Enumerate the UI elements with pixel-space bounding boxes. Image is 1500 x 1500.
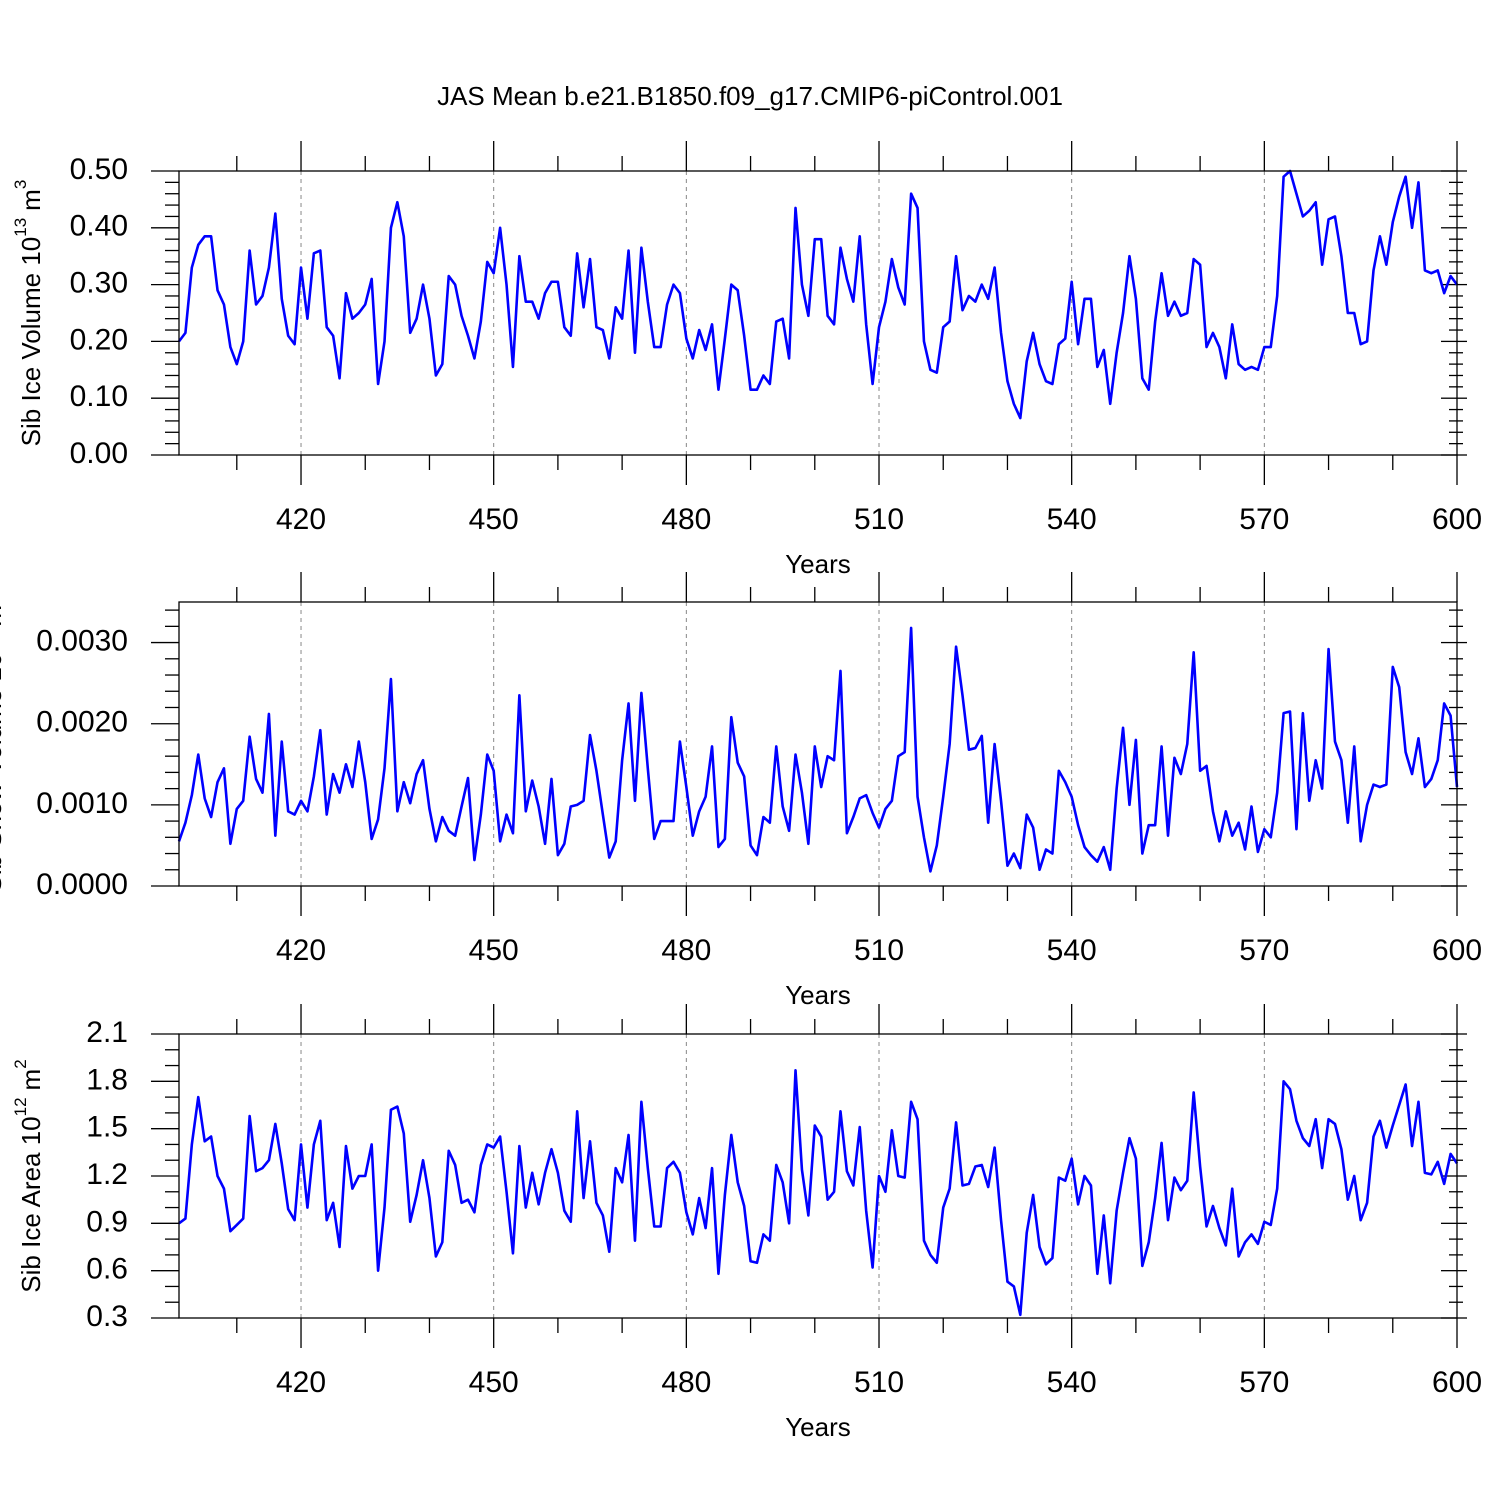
- y-axis-title-part: 13: [11, 218, 30, 237]
- x-axis-title: Years: [785, 549, 851, 579]
- y-tick-label: 0.20: [70, 323, 128, 356]
- y-axis-title-part: Sib Snow Volume 10: [0, 653, 7, 893]
- y-axis-title-part: 2: [11, 1059, 30, 1068]
- figure-title: JAS Mean b.e21.B1850.f09_g17.CMIP6-piCon…: [437, 81, 1063, 111]
- y-tick-label: 1.8: [86, 1063, 128, 1096]
- y-tick-label: 2.1: [86, 1016, 128, 1049]
- plot-frame: [178, 601, 1458, 887]
- x-tick-label: 600: [1432, 1366, 1482, 1399]
- x-tick-label: 450: [469, 503, 519, 536]
- x-axis-title: Years: [785, 1412, 851, 1442]
- y-tick-label: 0.0010: [36, 787, 128, 820]
- y-tick-label: 0.0030: [36, 624, 128, 657]
- x-tick-label: 420: [276, 934, 326, 967]
- y-axis-title: Sib Ice Volume 1013 m3: [11, 180, 45, 447]
- x-tick-label: 480: [661, 503, 711, 536]
- y-tick-label: 0.10: [70, 380, 128, 413]
- data-line: [177, 626, 1459, 873]
- y-axis-title: Sib Snow Volume 1013m3: [0, 596, 7, 893]
- y-axis-title-part: m: [16, 189, 46, 211]
- x-tick-label: 540: [1047, 503, 1097, 536]
- panel: 420 450 480 510 540 570 600 0.0000 0.0010 0.0020 0…: [0, 572, 1482, 1010]
- y-tick-label: 0.0020: [36, 706, 128, 739]
- data-line: [177, 169, 1459, 420]
- x-tick-label: 600: [1432, 503, 1482, 536]
- y-axis-title-part: 3: [11, 180, 30, 189]
- x-tick-label: 600: [1432, 934, 1482, 967]
- x-tick-label: 570: [1239, 934, 1289, 967]
- x-tick-label: 510: [854, 934, 904, 967]
- y-tick-label: 0.00: [70, 437, 128, 470]
- x-axis-title: Years: [785, 980, 851, 1010]
- panel: 420 450 480 510 540 570 600 0.3 0.6 0.9 1.2 1.5 1.8 2…: [11, 1004, 1482, 1442]
- x-tick-label: 420: [276, 503, 326, 536]
- x-tick-label: 450: [469, 1366, 519, 1399]
- x-tick-label: 570: [1239, 503, 1289, 536]
- x-tick-label: 510: [854, 503, 904, 536]
- y-tick-label: 0.9: [86, 1205, 128, 1238]
- y-tick-label: 0.3: [86, 1300, 128, 1333]
- x-tick-label: 540: [1047, 934, 1097, 967]
- y-axis-title-part: m: [0, 605, 7, 627]
- x-tick-label: 480: [661, 934, 711, 967]
- data-line: [178, 1068, 1459, 1317]
- panel: 420 450 480 510 540 570 600 0.00 0.10 0.20 0.30 0.4…: [11, 141, 1482, 579]
- y-tick-label: 0.30: [70, 267, 128, 300]
- y-tick-label: 0.6: [86, 1253, 128, 1286]
- x-tick-label: 420: [276, 1366, 326, 1399]
- y-tick-label: 1.2: [86, 1158, 128, 1191]
- x-tick-label: 480: [661, 1366, 711, 1399]
- y-axis-title-part: 12: [11, 1097, 30, 1116]
- x-tick-label: 540: [1047, 1366, 1097, 1399]
- y-tick-label: 1.5: [86, 1111, 128, 1144]
- y-axis-title-part: m: [16, 1069, 46, 1091]
- plot-frame: [178, 1033, 1458, 1319]
- x-tick-label: 570: [1239, 1366, 1289, 1399]
- y-axis-title-part: Sib Ice Area 10: [16, 1116, 46, 1292]
- y-tick-label: 0.40: [70, 210, 128, 243]
- y-tick-label: 0.0000: [36, 868, 128, 901]
- y-tick-label: 0.50: [70, 153, 128, 186]
- y-axis-title: Sib Ice Area 1012 m2: [11, 1059, 45, 1292]
- x-tick-label: 510: [854, 1366, 904, 1399]
- y-axis-title-part: Sib Ice Volume 10: [16, 237, 46, 447]
- x-tick-label: 450: [469, 934, 519, 967]
- plot-frame: [178, 170, 1458, 456]
